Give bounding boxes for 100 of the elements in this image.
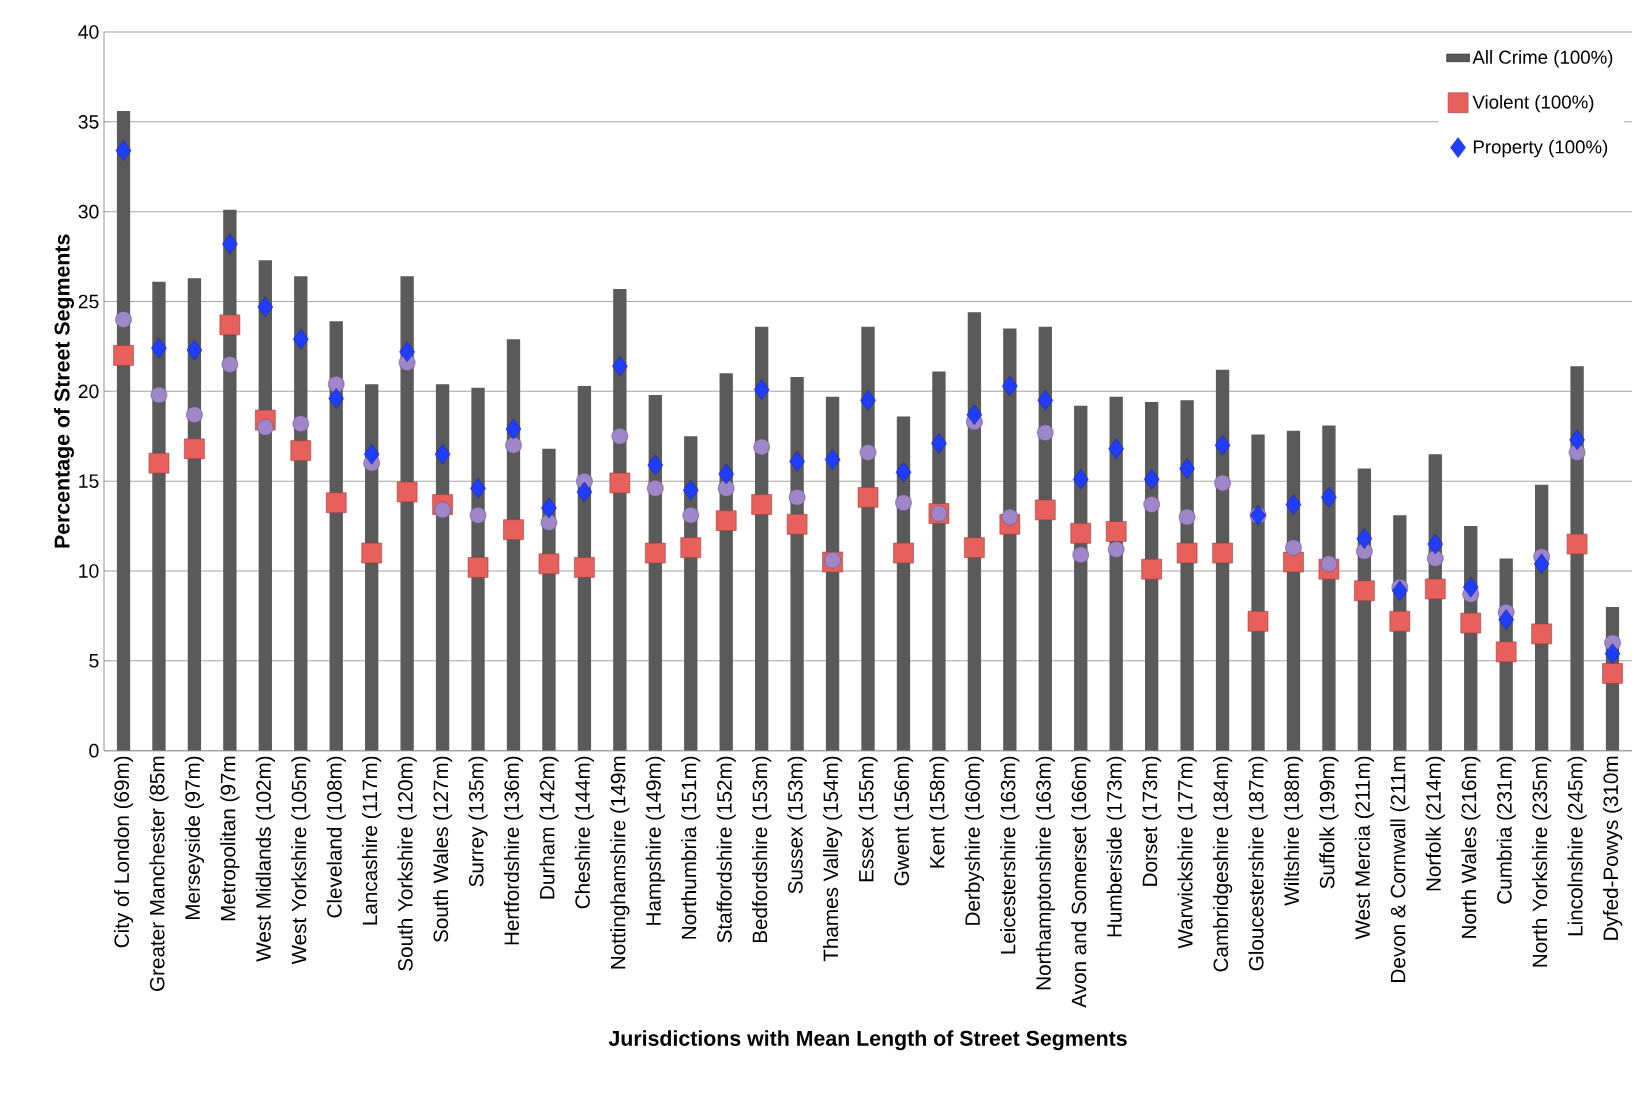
point [682, 507, 700, 524]
point [1214, 474, 1231, 492]
y-tick-label: 30 [78, 204, 99, 219]
x-tick-label: Hertfordshire (136m) [503, 756, 524, 945]
point [113, 345, 134, 366]
bar [258, 260, 272, 751]
point [647, 454, 664, 476]
point [503, 519, 524, 540]
point [1105, 521, 1127, 542]
bar [152, 281, 166, 751]
bar [932, 371, 946, 751]
point [1531, 623, 1552, 645]
point [1354, 580, 1375, 602]
point [150, 386, 168, 404]
point [717, 480, 735, 497]
point [222, 233, 238, 255]
x-tick-label: Gwent (156m) [893, 756, 914, 886]
point [647, 480, 664, 497]
point [857, 487, 879, 508]
point [1072, 469, 1089, 490]
point [1108, 438, 1124, 460]
point [1037, 390, 1054, 411]
x-tick-label: South Yorkshire (120m) [397, 756, 417, 971]
point [718, 463, 734, 485]
point [1072, 546, 1090, 564]
bar [116, 111, 131, 751]
x-tick-label: Kent (158m) [929, 756, 949, 868]
x-tick-label: Cleveland (108m) [326, 756, 346, 918]
point [1602, 663, 1623, 684]
bar [223, 209, 237, 751]
point [612, 355, 628, 377]
point [292, 415, 310, 432]
point [1320, 555, 1338, 573]
point [895, 494, 912, 511]
y-tick-label: 40 [78, 25, 99, 39]
point [1533, 553, 1550, 575]
point [541, 497, 557, 519]
x-tick-label: Cambridgeshire (184m) [1212, 756, 1233, 972]
point [186, 339, 203, 361]
point [467, 557, 489, 578]
x-tick-label: Derbyshire (160m) [964, 756, 985, 925]
x-tick-label: Metropolitan (97m [220, 756, 240, 921]
x-tick-label: Sussex (153m) [787, 756, 807, 894]
point [1566, 533, 1588, 555]
x-tick-label: West Yorkshire (105m) [291, 756, 311, 965]
legend-label: All Crime (100%) [1472, 50, 1613, 68]
x-tick-label: Thames Valley (154m) [822, 756, 843, 962]
point [611, 427, 629, 445]
point [1001, 508, 1019, 526]
point [1460, 612, 1482, 634]
point [290, 440, 312, 461]
x-tick-label: Nottinghamshire (149m [610, 756, 630, 969]
point [434, 501, 451, 519]
y-tick-label: 15 [79, 474, 99, 488]
point [505, 418, 522, 440]
point [1070, 523, 1092, 544]
point [964, 537, 985, 558]
point [186, 406, 203, 423]
x-tick-label: Lancashire (117m) [362, 756, 382, 925]
point [115, 311, 132, 328]
x-tick-label: West Mercia (211m) [1354, 756, 1375, 940]
point [1143, 469, 1160, 490]
x-tick-label: Cumbria (231m) [1496, 756, 1516, 904]
point [1569, 429, 1585, 451]
point [966, 404, 983, 425]
x-tick-label: Warwickshire (177m) [1177, 756, 1197, 949]
point [1141, 558, 1162, 580]
point [1179, 458, 1195, 479]
x-tick-label: Suffolk (199m) [1319, 756, 1339, 889]
point [434, 443, 451, 465]
point [1495, 641, 1517, 663]
point [184, 438, 205, 460]
point [715, 510, 737, 531]
point [328, 388, 344, 409]
x-tick-label: North Wales (216m) [1461, 756, 1481, 938]
x-tick-label: Gloucestershire (187m) [1248, 756, 1268, 971]
point [1389, 611, 1411, 632]
x-tick-label: South Wales (127m) [432, 756, 453, 943]
x-tick-label: Essex (155m) [858, 756, 878, 882]
point [1035, 499, 1056, 521]
x-tick-label: Dyfed-Powys (310m [1602, 756, 1623, 940]
point [680, 537, 702, 558]
x-tick-label: Lincolnshire (245m) [1567, 756, 1587, 936]
point [682, 479, 699, 501]
point [363, 443, 380, 465]
point [1285, 539, 1302, 556]
point [505, 436, 522, 454]
point [1247, 611, 1269, 632]
x-tick-label: Norfolk (214m) [1425, 756, 1445, 891]
y-axis-title: Percentage of Street Segments [53, 234, 74, 548]
y-tick-label: 25 [78, 294, 99, 309]
point [1107, 541, 1125, 558]
y-tick-label: 35 [78, 114, 99, 129]
x-tick-label: Merseyside (97m) [184, 756, 205, 920]
point [1427, 550, 1444, 567]
legend-label: Violent (100%) [1472, 94, 1594, 113]
point [115, 140, 132, 161]
y-tick-label: 20 [78, 384, 99, 399]
point [860, 390, 876, 411]
point [1178, 508, 1196, 526]
